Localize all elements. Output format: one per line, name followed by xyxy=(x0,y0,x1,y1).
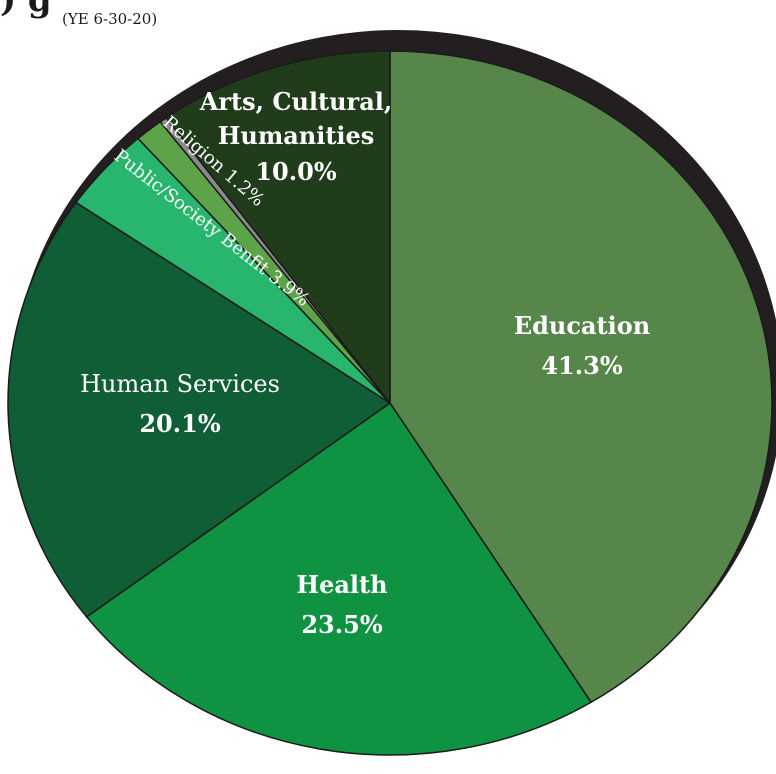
chart-subtitle: (YE 6-30-20) xyxy=(62,10,158,28)
label-arts-line2: Humanities xyxy=(218,121,375,150)
value-education: 41.3% xyxy=(541,351,622,380)
value-health: 23.5% xyxy=(301,610,382,639)
pie-slice-arts-cultural-humanities xyxy=(164,50,391,406)
chart-title-fragment: ) g xyxy=(0,0,52,20)
pie-slice-education xyxy=(389,50,773,704)
pie-slice-health xyxy=(85,401,593,756)
pie-slice-human-services xyxy=(7,201,392,618)
pie-slices xyxy=(7,50,773,756)
label-health: Health xyxy=(296,570,387,599)
label-education: Education xyxy=(514,311,650,340)
value-arts: 10.0% xyxy=(255,157,336,186)
label-human-services: Human Services xyxy=(80,370,280,398)
value-human-services: 20.1% xyxy=(139,409,220,438)
label-arts-line1: Arts, Cultural, xyxy=(199,87,392,116)
